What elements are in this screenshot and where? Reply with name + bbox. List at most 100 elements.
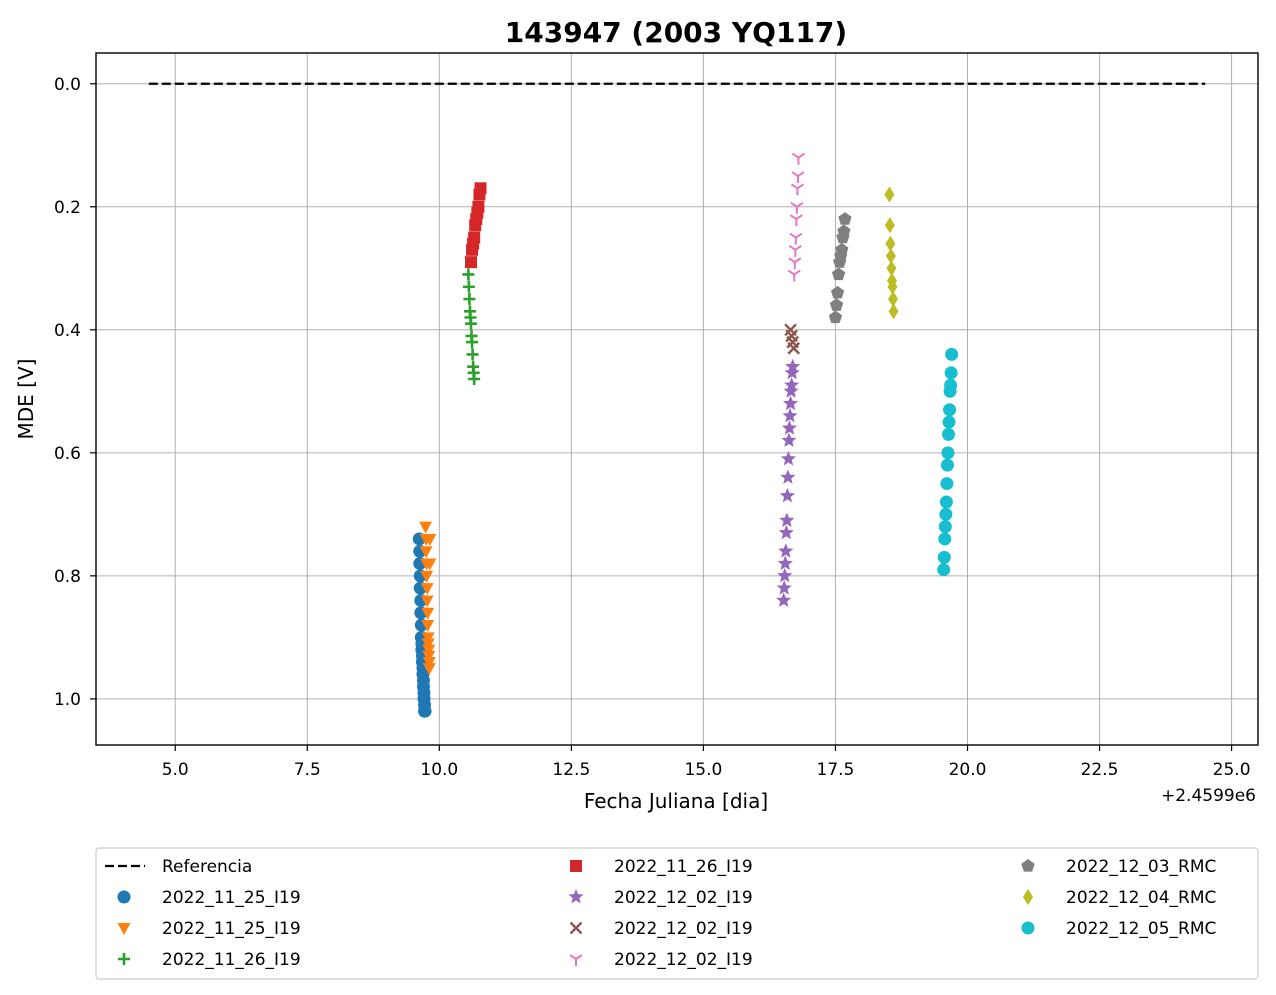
- data-point: [888, 291, 899, 308]
- legend-frame: [95, 847, 1259, 980]
- data-point: [465, 317, 478, 330]
- data-point: [422, 656, 436, 669]
- data-point: [423, 558, 437, 571]
- y-tick-label: 0.2: [54, 198, 81, 218]
- data-point: [791, 171, 805, 184]
- series-group: [462, 268, 481, 386]
- data-point: [782, 407, 798, 423]
- data-point: [884, 186, 895, 203]
- data-point: [421, 632, 435, 645]
- data-point: [777, 567, 793, 583]
- series-group: [937, 347, 959, 577]
- data-point: [420, 583, 434, 596]
- data-point: [838, 212, 852, 225]
- data-point: [778, 543, 794, 558]
- data-point: [830, 285, 845, 299]
- data-point: [791, 152, 806, 165]
- legend-label: 2022_11_26_I19: [614, 857, 753, 877]
- data-point: [940, 477, 954, 491]
- data-point: [885, 235, 896, 252]
- data-point: [784, 364, 800, 380]
- data-point: [828, 310, 843, 324]
- legend-marker: [118, 953, 130, 965]
- series-group: [884, 186, 899, 320]
- x-tick-label: 5.0: [162, 760, 189, 780]
- legend-label: 2022_12_02_I19: [614, 919, 753, 939]
- y-tick-label: 1.0: [54, 690, 81, 710]
- data-point: [419, 521, 433, 534]
- x-tick-label: 12.5: [552, 760, 590, 780]
- data-point: [941, 427, 955, 441]
- x-offset-label: +2.4599e6: [1161, 786, 1256, 806]
- data-point: [466, 348, 479, 361]
- x-axis: 5.0 7.5 10.0 12.5 15.0 17.5 20.0 22.5 25.0: [162, 745, 1251, 780]
- data-point: [938, 520, 952, 534]
- x-tick-label: 10.0: [420, 760, 458, 780]
- data-point: [829, 298, 844, 311]
- legend-marker: [570, 860, 582, 872]
- data-point: [779, 487, 795, 503]
- y-axis: 0.0 0.2 0.4 0.6 0.8 1.0: [54, 75, 96, 710]
- data-point: [943, 403, 957, 417]
- series-group: [419, 521, 437, 676]
- data-point: [887, 278, 898, 295]
- chart-title: 143947 (2003 YQ117): [505, 16, 847, 49]
- legend-label: Referencia: [162, 857, 252, 877]
- data-point: [421, 607, 435, 620]
- legend-label: 2022_12_02_I19: [614, 888, 753, 908]
- data-point: [780, 469, 796, 484]
- series-group: [776, 358, 801, 607]
- data-point: [422, 650, 436, 663]
- legend-marker: [117, 890, 131, 904]
- data-point: [785, 358, 801, 374]
- data-point: [779, 512, 795, 527]
- data-point: [422, 644, 436, 657]
- x-tick-label: 15.0: [684, 760, 722, 780]
- y-tick-label: 0.6: [54, 444, 81, 464]
- data-point: [462, 280, 475, 293]
- data-point: [781, 432, 797, 447]
- data-point: [466, 336, 479, 349]
- data-point: [421, 638, 435, 651]
- data-point: [423, 533, 437, 546]
- data-point: [776, 580, 792, 595]
- legend-label: 2022_12_03_RMC: [1066, 857, 1216, 877]
- legend-marker: [1023, 889, 1033, 905]
- plot-frame: [95, 52, 1259, 746]
- legend-label: 2022_11_25_I19: [162, 919, 301, 939]
- data-point: [463, 293, 476, 306]
- data-point: [886, 260, 897, 277]
- grid: [96, 53, 1258, 745]
- legend-marker: [568, 889, 584, 904]
- data-point: [781, 420, 798, 435]
- data-point: [945, 347, 959, 361]
- data-point: [884, 217, 895, 234]
- data-point: [789, 232, 803, 245]
- data-point: [422, 663, 436, 676]
- data-point: [937, 563, 951, 577]
- legend: Referencia 2022_11_25_I19 2022_11_25_I19 20…: [95, 847, 1259, 980]
- data-points: [412, 152, 959, 718]
- data-point: [780, 450, 797, 466]
- data-point: [468, 373, 481, 386]
- x-tick-label: 17.5: [817, 760, 855, 780]
- data-point: [472, 200, 485, 213]
- legend-label: 2022_12_02_I19: [614, 950, 753, 970]
- data-point: [939, 495, 953, 509]
- data-point: [788, 257, 802, 270]
- x-tick-label: 25.0: [1213, 760, 1251, 780]
- data-point: [462, 268, 475, 281]
- y-tick-label: 0.0: [54, 75, 81, 95]
- data-point: [468, 231, 481, 244]
- data-point: [778, 524, 794, 540]
- data-point: [941, 446, 955, 460]
- data-point: [837, 224, 851, 238]
- x-tick-label: 7.5: [294, 760, 321, 780]
- data-point: [942, 415, 956, 429]
- legend-marker: [117, 923, 131, 935]
- data-point: [419, 546, 433, 559]
- series-group: [784, 323, 801, 355]
- x-tick-label: 20.0: [949, 760, 987, 780]
- data-point: [831, 267, 846, 281]
